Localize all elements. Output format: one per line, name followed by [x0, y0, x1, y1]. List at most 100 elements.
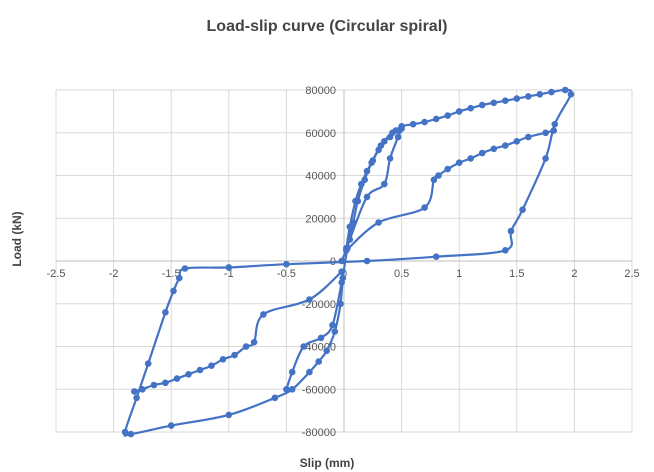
data-point	[162, 309, 169, 316]
x-axis-title: Slip (mm)	[299, 456, 355, 470]
data-point	[435, 172, 442, 179]
data-point	[551, 120, 559, 128]
data-point	[219, 356, 227, 363]
data-point	[432, 115, 440, 123]
gridlines	[55, 89, 633, 433]
data-point	[432, 253, 440, 260]
data-point	[386, 155, 394, 162]
data-point	[331, 328, 339, 335]
data-point	[478, 101, 486, 109]
data-point	[288, 386, 296, 393]
data-point	[338, 268, 346, 276]
data-point	[513, 138, 521, 145]
x-tick-label: 2	[571, 268, 577, 280]
data-point	[398, 125, 405, 132]
data-point	[131, 388, 138, 395]
data-point	[467, 104, 475, 112]
data-point	[173, 375, 181, 382]
data-point	[368, 159, 375, 166]
data-point	[421, 118, 428, 126]
data-point	[338, 279, 346, 286]
data-point	[196, 366, 204, 374]
data-point	[444, 165, 452, 173]
data-point	[225, 411, 233, 419]
data-point	[455, 159, 463, 166]
x-tick-label: 0.5	[394, 268, 409, 280]
x-tick-labels: -2.5-2-1.5-1-0.500.511.522.5	[47, 268, 640, 280]
data-point	[306, 296, 313, 303]
data-point	[250, 338, 258, 346]
y-tick-label: 20000	[305, 213, 336, 225]
data-point	[525, 93, 532, 100]
data-point	[381, 180, 388, 188]
data-point	[467, 155, 475, 162]
data-point	[144, 360, 152, 367]
data-point	[176, 274, 183, 282]
y-tick-label: -60000	[302, 384, 336, 396]
data-series	[121, 86, 575, 438]
data-point	[283, 386, 290, 393]
data-point	[208, 362, 215, 370]
data-point	[317, 334, 325, 342]
data-point	[306, 368, 313, 376]
data-point	[288, 368, 296, 376]
y-tick-label: 80000	[305, 85, 336, 97]
data-point	[231, 351, 238, 359]
data-point	[271, 394, 279, 402]
data-point	[343, 247, 350, 254]
data-point	[338, 257, 346, 265]
data-point	[444, 112, 452, 119]
data-point	[430, 176, 438, 184]
data-point	[375, 219, 382, 226]
data-point	[490, 145, 498, 153]
data-point	[133, 394, 140, 402]
y-tick-label: 60000	[305, 128, 336, 140]
data-point	[363, 193, 371, 201]
data-point	[389, 129, 396, 137]
data-point	[170, 287, 177, 295]
data-point	[300, 343, 308, 350]
data-point	[550, 127, 557, 134]
data-point	[346, 236, 354, 243]
x-tick-label: -0.5	[277, 268, 296, 280]
data-point	[377, 142, 385, 149]
x-tick-label: -1	[224, 268, 234, 280]
data-point	[567, 91, 575, 98]
x-tick-label: -2.5	[47, 268, 66, 280]
data-point	[361, 176, 369, 184]
data-point	[162, 379, 169, 387]
x-tick-label: 1	[456, 268, 462, 280]
data-point	[127, 430, 135, 438]
data-point	[455, 108, 463, 115]
data-point	[242, 343, 250, 350]
data-point	[502, 142, 509, 149]
data-point	[150, 381, 158, 389]
data-point	[513, 95, 521, 102]
data-point	[139, 386, 146, 393]
data-point	[225, 264, 233, 271]
y-tick-labels: -80000-60000-40000-200000200004000060000…	[302, 85, 336, 439]
data-point	[421, 204, 428, 211]
chart-title: Load-slip curve (Circular spiral)	[206, 18, 448, 35]
data-point	[548, 88, 555, 96]
data-point	[561, 86, 569, 94]
data-point	[507, 227, 515, 235]
data-point	[519, 206, 526, 213]
data-point	[525, 133, 532, 141]
data-point	[315, 358, 323, 365]
data-point	[542, 155, 549, 162]
data-point	[536, 91, 544, 98]
y-tick-label: 40000	[305, 171, 336, 183]
data-point	[542, 129, 549, 137]
data-point	[283, 260, 290, 268]
data-point	[167, 422, 175, 429]
data-point	[490, 99, 498, 107]
data-point	[502, 247, 509, 254]
x-tick-label: 2.5	[624, 268, 639, 280]
data-point	[185, 371, 192, 378]
data-point	[502, 97, 509, 104]
data-point	[409, 120, 417, 128]
data-point	[394, 133, 402, 141]
data-point	[363, 257, 371, 265]
